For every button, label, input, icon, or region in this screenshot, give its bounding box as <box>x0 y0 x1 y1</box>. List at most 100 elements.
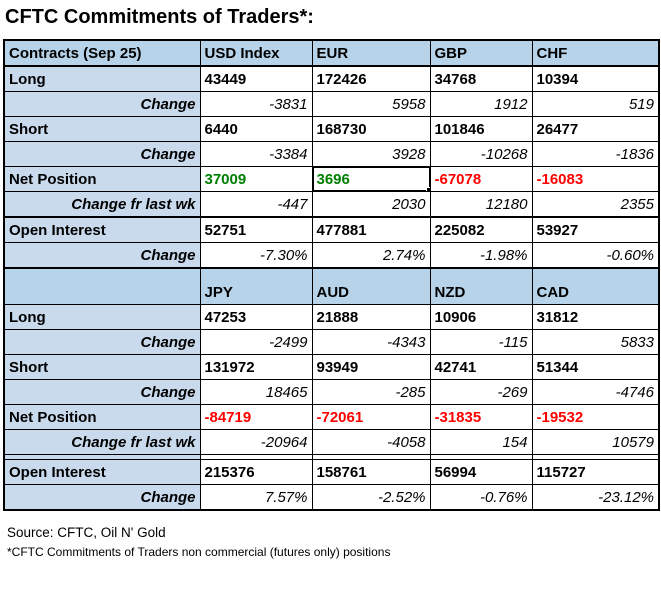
row-net-change-2: Change fr last wk -20964 -4058 154 10579 <box>3 429 660 455</box>
cell-value[interactable]: -115 <box>429 329 533 355</box>
cell-value[interactable]: 2.74% <box>311 242 431 269</box>
row-net-change-1: Change fr last wk -447 2030 12180 2355 <box>3 191 660 218</box>
cell-value[interactable]: 42741 <box>429 354 533 380</box>
row-label[interactable]: Long <box>3 304 201 330</box>
cell-value[interactable]: 18465 <box>199 379 313 405</box>
selection-fill-handle[interactable] <box>425 187 429 191</box>
cell-value[interactable]: -0.76% <box>429 484 533 511</box>
cell-value[interactable]: 115727 <box>531 459 660 485</box>
cell-value[interactable]: -1.98% <box>429 242 533 269</box>
cell-value[interactable]: 519 <box>531 91 660 117</box>
cell-value[interactable]: 2355 <box>531 191 660 218</box>
cell-value[interactable]: -31835 <box>429 404 533 430</box>
row-label[interactable]: Change <box>3 484 201 511</box>
cell-value[interactable]: -20964 <box>199 429 313 455</box>
cell-value[interactable]: -4343 <box>311 329 431 355</box>
row-label[interactable]: Change <box>3 242 201 269</box>
row-label[interactable]: Short <box>3 354 201 380</box>
row-short-change-1: Change -3384 3928 -10268 -1836 <box>3 141 660 167</box>
cell-value[interactable]: -285 <box>311 379 431 405</box>
cell-value[interactable]: 6440 <box>199 116 313 142</box>
row-long-change-1: Change -3831 5958 1912 519 <box>3 91 660 117</box>
cell-value[interactable]: 53927 <box>531 216 660 243</box>
cell-value[interactable]: 168730 <box>311 116 431 142</box>
cell-value[interactable]: 10906 <box>429 304 533 330</box>
row-label[interactable]: Net Position <box>3 404 201 430</box>
cell-value[interactable]: 101846 <box>429 116 533 142</box>
cell-value[interactable]: -3384 <box>199 141 313 167</box>
source-text: Source: CFTC, Oil N' Gold <box>7 525 166 540</box>
cell-value[interactable]: -2.52% <box>311 484 431 511</box>
cell-value[interactable]: 158761 <box>311 459 431 485</box>
cell-value[interactable]: 31812 <box>531 304 660 330</box>
column-header-usd-index[interactable]: USD Index <box>199 39 313 67</box>
cell-value[interactable]: 52751 <box>199 216 313 243</box>
row-label[interactable]: Open Interest <box>3 459 201 485</box>
row-label[interactable]: Change <box>3 141 201 167</box>
cell-value[interactable]: 47253 <box>199 304 313 330</box>
cell-value[interactable]: 7.57% <box>199 484 313 511</box>
row-open-interest-2: Open Interest 215376 158761 56994 115727 <box>3 459 660 485</box>
cell-value[interactable]: 12180 <box>429 191 533 218</box>
column-header-cad[interactable]: CAD <box>531 267 660 305</box>
cell-value[interactable]: 131972 <box>199 354 313 380</box>
cell-value[interactable]: 43449 <box>199 65 313 92</box>
cell-value[interactable]: 26477 <box>531 116 660 142</box>
column-header-aud[interactable]: AUD <box>311 267 431 305</box>
column-header-nzd[interactable]: NZD <box>429 267 533 305</box>
cell-value[interactable]: 21888 <box>311 304 431 330</box>
cell-value[interactable]: 5833 <box>531 329 660 355</box>
row-short-1: Short 6440 168730 101846 26477 <box>3 116 660 142</box>
cell-value[interactable]: -84719 <box>199 404 313 430</box>
cell-value[interactable]: -67078 <box>429 166 533 192</box>
cell-value[interactable]: -3831 <box>199 91 313 117</box>
cell-value[interactable]: 10579 <box>531 429 660 455</box>
column-header-gbp[interactable]: GBP <box>429 39 533 67</box>
row-long-change-2: Change -2499 -4343 -115 5833 <box>3 329 660 355</box>
cell-value[interactable]: -16083 <box>531 166 660 192</box>
cell-value[interactable]: -10268 <box>429 141 533 167</box>
row-label[interactable]: Change <box>3 379 201 405</box>
cell-value[interactable]: -269 <box>429 379 533 405</box>
column-header-jpy[interactable]: JPY <box>199 267 313 305</box>
column-header-chf[interactable]: CHF <box>531 39 660 67</box>
cell-value[interactable]: 93949 <box>311 354 431 380</box>
cell-value[interactable]: 2030 <box>311 191 431 218</box>
row-label[interactable]: Change fr last wk <box>3 191 201 218</box>
cell-value[interactable]: 215376 <box>199 459 313 485</box>
cell-value[interactable]: 10394 <box>531 65 660 92</box>
cell-value[interactable]: -23.12% <box>531 484 660 511</box>
cell-value[interactable]: 34768 <box>429 65 533 92</box>
row-label[interactable]: Short <box>3 116 201 142</box>
cell-value[interactable]: 225082 <box>429 216 533 243</box>
cell-value[interactable]: -1836 <box>531 141 660 167</box>
row-label[interactable]: Change <box>3 91 201 117</box>
cell-value[interactable]: 1912 <box>429 91 533 117</box>
cell-value[interactable]: 477881 <box>311 216 431 243</box>
cell-value[interactable]: 5958 <box>311 91 431 117</box>
row-label[interactable]: Long <box>3 65 201 92</box>
corner-header[interactable]: Contracts (Sep 25) <box>3 39 201 67</box>
cell-value[interactable]: -4058 <box>311 429 431 455</box>
cell-value[interactable]: 172426 <box>311 65 431 92</box>
cell-value[interactable]: -447 <box>199 191 313 218</box>
row-label[interactable]: Change <box>3 329 201 355</box>
cell-value[interactable]: 3928 <box>311 141 431 167</box>
cell-value[interactable]: -7.30% <box>199 242 313 269</box>
row-net-position-1: Net Position 37009 3696 -67078 -16083 <box>3 166 660 192</box>
cell-value[interactable]: -19532 <box>531 404 660 430</box>
cell-value[interactable]: 37009 <box>199 166 313 192</box>
row-label[interactable]: Change fr last wk <box>3 429 201 455</box>
cell-value[interactable]: -72061 <box>311 404 431 430</box>
row-label[interactable]: Net Position <box>3 166 201 192</box>
corner-header-2[interactable] <box>3 267 201 305</box>
column-header-eur[interactable]: EUR <box>311 39 431 67</box>
cell-value[interactable]: -4746 <box>531 379 660 405</box>
cell-value[interactable]: 56994 <box>429 459 533 485</box>
row-label[interactable]: Open Interest <box>3 216 201 243</box>
cell-value[interactable]: -0.60% <box>531 242 660 269</box>
cell-value[interactable]: 154 <box>429 429 533 455</box>
cell-value[interactable]: 51344 <box>531 354 660 380</box>
cell-value[interactable]: -2499 <box>199 329 313 355</box>
selected-cell[interactable]: 3696 <box>311 166 431 192</box>
